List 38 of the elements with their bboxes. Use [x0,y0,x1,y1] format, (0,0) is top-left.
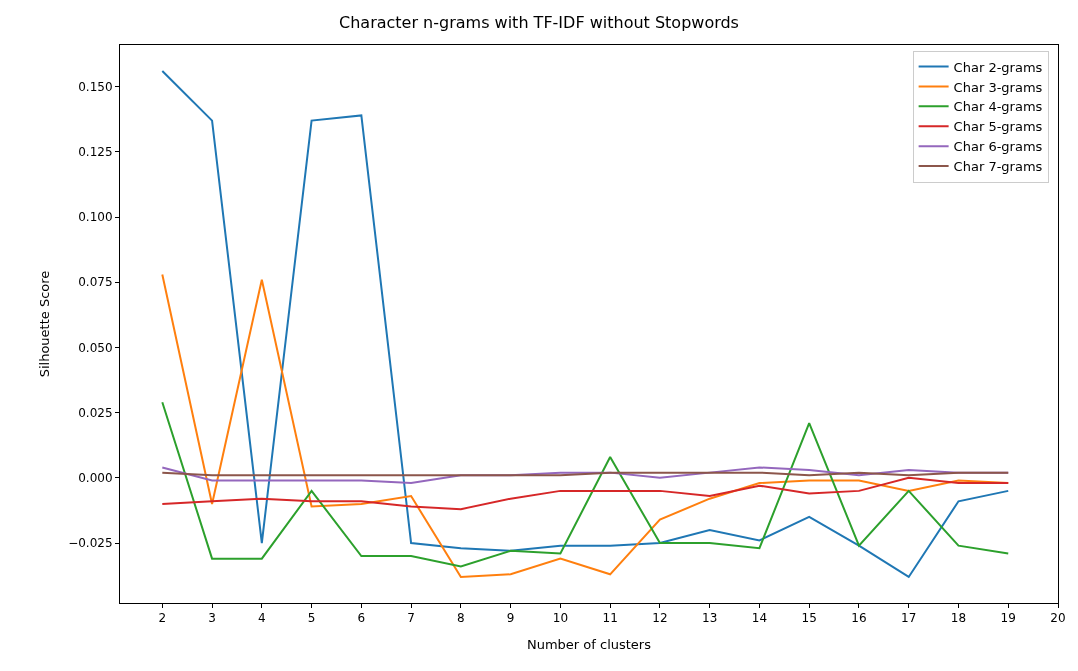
chart-title: Character n-grams with TF-IDF without Stopwords [339,12,739,32]
x-tick-label: 15 [801,611,817,626]
legend-label: Char 3-grams [953,79,1043,95]
x-axis-title: Number of clusters [526,637,652,652]
x-tick-label: 17 [901,611,917,626]
line-series [161,401,1010,568]
y-tick-label: 0.025 [78,405,113,420]
x-tick-label: 12 [652,611,668,626]
line-series [161,476,1010,511]
x-tick-label: 6 [357,611,366,626]
x-tick-label: 9 [506,611,515,626]
x-tick-label: 8 [457,611,465,626]
x-tick-label: 13 [702,611,718,626]
x-tick-label: 14 [751,611,768,626]
x-tick-label: 20 [1050,611,1066,626]
legend-label: Char 6-grams [953,139,1043,155]
x-tick-label: 7 [407,611,415,626]
y-tick-label: 0.075 [78,275,113,290]
x-tick-label: 4 [258,611,266,626]
y-tick-label: 0.100 [78,210,113,225]
x-tick-label: 3 [208,611,216,626]
y-tick-label: 0.000 [78,471,113,486]
x-tick-label: 18 [950,611,967,626]
y-tick-label: −0.025 [68,536,113,551]
legend-label: Char 7-grams [953,159,1043,175]
legend-label: Char 2-grams [953,59,1043,75]
x-tick-label: 10 [552,611,569,626]
y-axis-title: Silhouette Score [37,270,53,378]
legend-label: Char 4-grams [953,99,1043,115]
y-tick-label: 0.150 [78,79,113,94]
x-tick-label: 19 [1000,611,1016,626]
legend-label: Char 5-grams [953,119,1043,135]
x-tick-label: 2 [158,611,167,626]
x-tick-label: 16 [851,611,867,626]
y-tick-label: 0.050 [78,340,113,355]
x-tick-label: 5 [307,611,316,626]
x-tick-label: 11 [602,611,618,626]
y-tick-label: 0.125 [78,145,113,160]
